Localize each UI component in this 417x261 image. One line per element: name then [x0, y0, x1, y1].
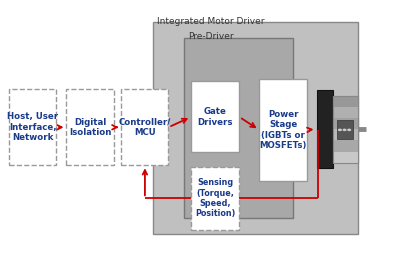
Circle shape — [338, 129, 342, 131]
Bar — [337, 121, 353, 139]
Bar — [333, 96, 358, 163]
Text: Controller/
MCU: Controller/ MCU — [119, 117, 171, 137]
Text: Digital
Isolation: Digital Isolation — [69, 117, 111, 137]
Bar — [333, 107, 358, 118]
Bar — [191, 81, 239, 152]
Bar — [9, 89, 56, 165]
Bar — [333, 96, 358, 107]
Bar — [191, 167, 239, 230]
Text: Integrated Motor Driver: Integrated Motor Driver — [158, 17, 265, 26]
Bar — [333, 129, 358, 140]
Bar — [317, 91, 333, 168]
Bar — [333, 152, 358, 163]
Text: Sensing
(Torque,
Speed,
Position): Sensing (Torque, Speed, Position) — [195, 178, 235, 218]
Bar — [259, 79, 307, 181]
Bar — [333, 140, 358, 152]
Text: Power
Stage
(IGBTs or
MOSFETs): Power Stage (IGBTs or MOSFETs) — [259, 110, 307, 150]
Bar — [153, 22, 358, 234]
Bar — [333, 96, 358, 163]
Circle shape — [347, 129, 351, 131]
Text: Host, User
Interface,
Network: Host, User Interface, Network — [7, 112, 58, 142]
Text: Gate
Drivers: Gate Drivers — [198, 107, 233, 127]
Text: Pre-Driver: Pre-Driver — [188, 32, 234, 41]
Bar — [121, 89, 168, 165]
Bar — [66, 89, 113, 165]
Bar — [184, 38, 293, 218]
Bar — [333, 118, 358, 129]
Circle shape — [342, 129, 347, 131]
